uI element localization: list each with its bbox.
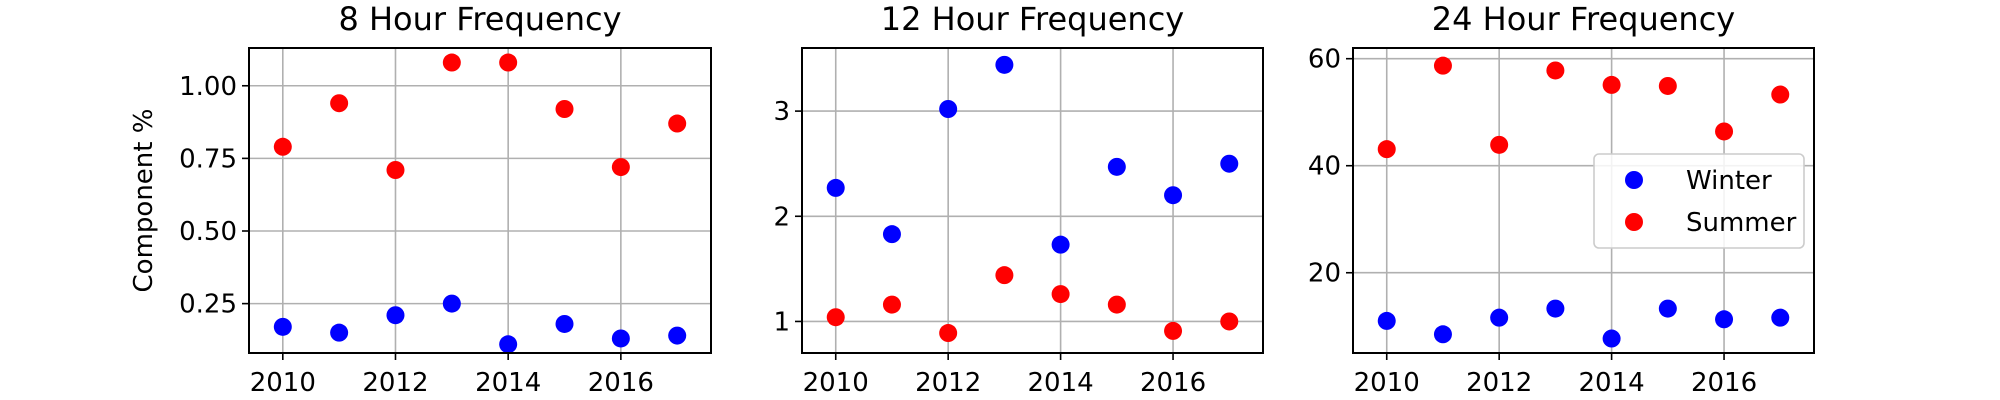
summer-point xyxy=(668,114,687,133)
winter-point xyxy=(442,294,461,313)
y-axis-label: Component % xyxy=(129,109,159,293)
winter-point xyxy=(1658,299,1677,318)
winter-point xyxy=(1715,310,1734,329)
summer-point xyxy=(1658,76,1677,95)
x-tick-label: 2012 xyxy=(1466,368,1532,398)
winter-point xyxy=(1051,235,1070,254)
winter-point xyxy=(668,326,687,345)
winter-point xyxy=(882,225,901,244)
summer-point xyxy=(1602,75,1621,94)
y-tick-label: 0.50 xyxy=(179,217,237,247)
summer-legend-label: Summer xyxy=(1686,208,1797,238)
summer-point xyxy=(939,324,958,343)
chart-title: 8 Hour Frequency xyxy=(338,0,621,38)
y-tick-label: 20 xyxy=(1308,259,1341,289)
chart-title: 12 Hour Frequency xyxy=(881,0,1184,38)
y-tick-label: 2 xyxy=(773,202,790,232)
winter-point xyxy=(330,323,349,342)
winter-point xyxy=(1220,154,1239,173)
summer-point xyxy=(882,295,901,314)
legend: Winter Summer xyxy=(1593,153,1805,249)
winter-point xyxy=(555,314,574,333)
winter-point xyxy=(1546,299,1565,318)
winter-point xyxy=(1164,186,1183,205)
winter-point xyxy=(1771,308,1790,327)
summer-point xyxy=(386,161,405,179)
summer-point xyxy=(826,308,845,327)
winter-point xyxy=(1107,157,1126,176)
x-tick-label: 2010 xyxy=(250,368,316,398)
summer-point xyxy=(442,53,461,72)
summer-point xyxy=(555,100,574,118)
x-tick-label: 2014 xyxy=(1028,368,1094,398)
legend-box xyxy=(1593,153,1805,249)
chart-panel-2: 2010 2012 2014 2016 1 2 3 12 Hour Frequency xyxy=(773,0,1264,398)
chart-panel-3: 2010 2012 2014 2016 20 40 60 24 Hour Frequency xyxy=(1308,0,1815,398)
winter-point xyxy=(499,335,518,354)
x-tick-label: 2016 xyxy=(588,368,654,398)
x-tick-label: 2010 xyxy=(1354,368,1420,398)
winter-point xyxy=(386,306,405,325)
winter-point xyxy=(939,100,958,118)
summer-legend-marker xyxy=(1625,213,1643,231)
x-tick-label: 2014 xyxy=(1579,368,1645,398)
winter-point xyxy=(611,329,630,348)
winter-legend-marker xyxy=(1625,171,1643,189)
summer-point xyxy=(1490,135,1509,154)
summer-point xyxy=(1107,295,1126,314)
summer-point xyxy=(273,137,292,156)
axes-frame xyxy=(248,47,712,354)
axes-frame xyxy=(801,47,1264,354)
x-tick-label: 2016 xyxy=(1140,368,1206,398)
summer-point xyxy=(499,53,518,72)
x-tick-label: 2014 xyxy=(475,368,541,398)
y-tick-label: 0.75 xyxy=(179,144,237,174)
winter-point xyxy=(1602,329,1621,348)
summer-point xyxy=(1771,85,1790,104)
winter-point xyxy=(1490,308,1509,327)
chart-title: 24 Hour Frequency xyxy=(1432,0,1735,38)
axes-frame xyxy=(1352,47,1815,354)
summer-point xyxy=(1164,321,1183,340)
winter-point xyxy=(826,178,845,197)
summer-point xyxy=(611,158,630,177)
x-tick-label: 2010 xyxy=(803,368,869,398)
summer-point xyxy=(330,94,349,113)
summer-point xyxy=(1220,312,1239,331)
y-tick-label: 40 xyxy=(1308,152,1341,182)
winter-point xyxy=(273,317,292,336)
summer-point xyxy=(1051,285,1070,304)
summer-point xyxy=(1377,140,1396,159)
winter-point xyxy=(1377,311,1396,330)
summer-point xyxy=(1546,61,1565,80)
winter-point xyxy=(995,55,1014,74)
y-tick-label: 3 xyxy=(773,97,790,127)
x-tick-label: 2012 xyxy=(362,368,428,398)
y-tick-label: 1 xyxy=(773,307,790,337)
winter-legend-label: Winter xyxy=(1686,166,1772,196)
y-tick-label: 0.25 xyxy=(179,290,237,320)
x-tick-label: 2012 xyxy=(915,368,981,398)
y-tick-label: 1.00 xyxy=(179,72,237,102)
winter-point xyxy=(1433,325,1452,344)
chart-panel-1: 2010 2012 2014 2016 0.25 0.50 0.75 1.00 8 Hour F… xyxy=(129,0,712,398)
summer-point xyxy=(1433,56,1452,75)
x-tick-label: 2016 xyxy=(1691,368,1757,398)
summer-point xyxy=(995,266,1014,285)
y-tick-label: 60 xyxy=(1308,45,1341,75)
summer-point xyxy=(1715,122,1734,141)
